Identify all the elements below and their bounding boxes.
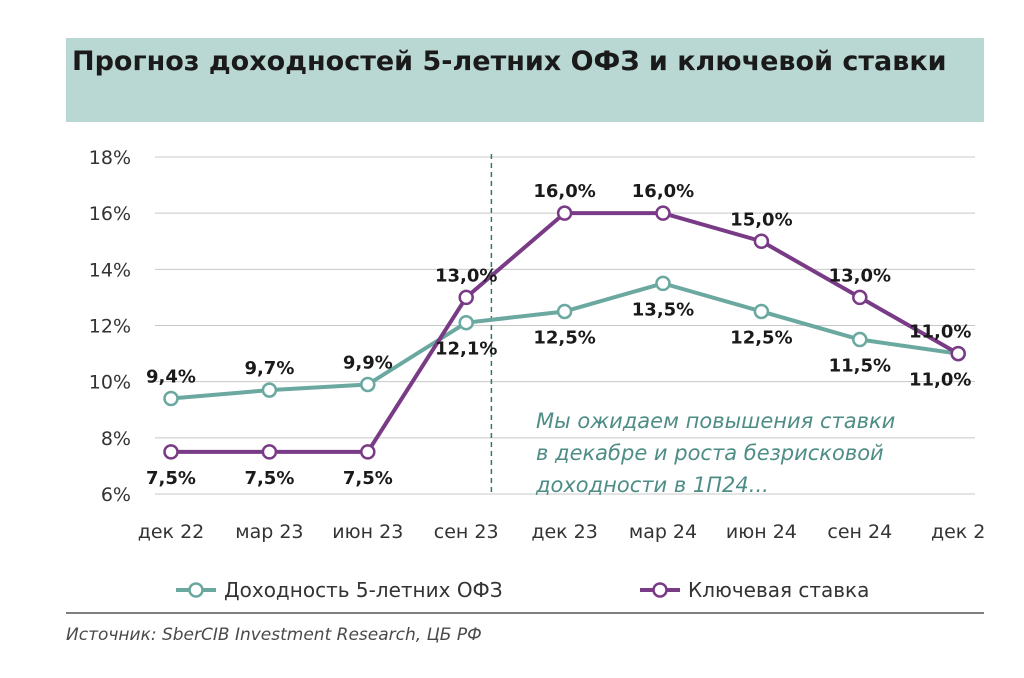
key-rate-series-data-label: 16,0% xyxy=(632,181,694,202)
ofz-series-data-label: 12,5% xyxy=(533,327,595,348)
y-tick-label: 18% xyxy=(89,147,131,169)
ofz-series-data-label: 13,5% xyxy=(632,299,694,320)
ofz-series-data-label: 12,1% xyxy=(435,339,497,360)
key-rate-series-marker xyxy=(458,289,474,306)
key-rate-series-marker xyxy=(163,444,179,460)
x-tick-label: дек 23 xyxy=(531,521,598,543)
ofz-series-marker xyxy=(556,303,573,320)
chart-title: Прогноз доходностей 5-летних ОФЗ и ключе… xyxy=(72,46,947,77)
ofz-series-data-label: 12,5% xyxy=(730,327,792,348)
key-rate-series-data-label: 15,0% xyxy=(730,209,792,230)
ofz-series-marker xyxy=(163,390,179,407)
x-tick-label: июн 24 xyxy=(726,521,797,543)
key-rate-series-marker xyxy=(950,345,966,362)
key-rate-series-data-label: 13,0% xyxy=(435,265,497,286)
ofz-series-data-label: 11,5% xyxy=(829,356,891,377)
key-rate-series-data-label: 11,0% xyxy=(909,322,971,343)
ofz-series-data-label: 9,7% xyxy=(244,358,294,379)
key-rate-series-marker xyxy=(360,444,376,460)
ofz-series-marker xyxy=(852,331,868,348)
x-tick-label: сен 23 xyxy=(434,521,499,543)
x-tick-label: мар 23 xyxy=(235,521,303,543)
ofz-series-data-label: 9,9% xyxy=(343,352,393,373)
key-rate-series-marker xyxy=(753,233,770,249)
title-banner: Прогноз доходностей 5-летних ОФЗ и ключе… xyxy=(66,38,984,122)
y-tick-label: 12% xyxy=(89,316,131,338)
x-tick-label: дек 2 xyxy=(931,521,985,543)
forecast-annotation: доходности в 1П24... xyxy=(535,473,769,497)
ofz-series-marker xyxy=(458,314,474,331)
key-rate-series-marker xyxy=(655,205,671,221)
ofz-series-marker xyxy=(261,382,278,398)
x-tick-label: сен 24 xyxy=(827,521,892,543)
x-tick-label: мар 24 xyxy=(629,521,697,543)
y-tick-label: 6% xyxy=(101,484,131,506)
ofz-series-legend-label: Доходность 5-летних ОФЗ xyxy=(224,578,503,602)
y-tick-label: 10% xyxy=(89,372,131,394)
key-rate-series-data-label: 13,0% xyxy=(829,265,891,286)
key-rate-series-data-label: 7,5% xyxy=(244,468,294,489)
y-tick-label: 16% xyxy=(89,203,131,225)
x-tick-label: дек 22 xyxy=(138,521,205,543)
key-rate-series-marker xyxy=(261,444,278,460)
key-rate-series-data-label: 16,0% xyxy=(533,181,595,202)
forecast-annotation: в декабре и роста безрисковой xyxy=(536,441,884,465)
ofz-series-marker xyxy=(655,275,671,292)
ofz-series-data-label: 9,4% xyxy=(146,367,196,388)
ofz-series-marker xyxy=(753,303,770,320)
forecast-annotation: Мы ожидаем повышения ставки xyxy=(536,409,895,433)
y-tick-label: 8% xyxy=(101,428,131,450)
y-tick-label: 14% xyxy=(89,259,131,281)
ofz-series-data-label: 11,0% xyxy=(909,370,971,391)
source-note: Источник: SberCIB Investment Research, Ц… xyxy=(66,625,482,645)
key-rate-series-legend-label: Ключевая ставка xyxy=(688,578,869,602)
key-rate-series-marker xyxy=(556,205,573,221)
key-rate-series-legend-marker xyxy=(652,582,668,598)
key-rate-series-marker xyxy=(852,289,868,306)
key-rate-series-data-label: 7,5% xyxy=(146,468,196,489)
ofz-series-marker xyxy=(360,376,376,393)
x-tick-label: июн 23 xyxy=(332,521,403,543)
key-rate-series-data-label: 7,5% xyxy=(343,468,393,489)
ofz-series-legend-marker xyxy=(188,582,204,598)
